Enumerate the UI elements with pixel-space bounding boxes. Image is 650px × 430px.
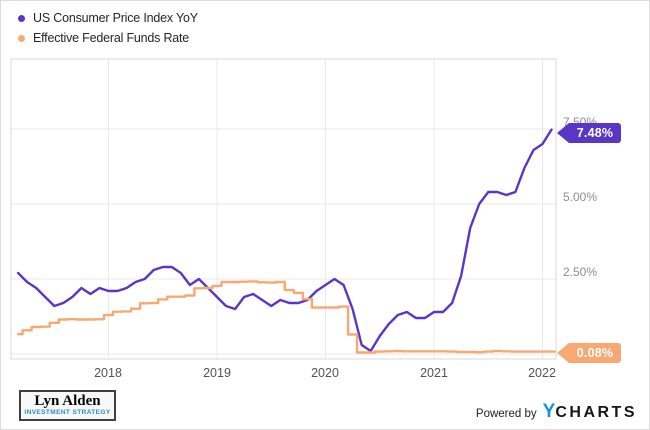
gridlines xyxy=(11,59,556,359)
ffr-value-badge: 0.08% xyxy=(557,343,621,363)
y-tick-250: 2.50% xyxy=(563,265,598,279)
legend-item-label: US Consumer Price Index YoY xyxy=(33,11,198,25)
legend: US Consumer Price Index YoY Effective Fe… xyxy=(18,8,198,48)
x-tick-2022: 2022 xyxy=(528,366,556,380)
ycharts-logo-text: CHARTS xyxy=(555,404,637,421)
ycharts-logo-y: Y xyxy=(542,401,556,422)
x-tick-2018: 2018 xyxy=(94,366,122,380)
lyn-alden-logo-title: Lyn Alden xyxy=(34,393,101,409)
ffr-series-dot-icon xyxy=(18,34,25,42)
ffr-line xyxy=(16,280,556,354)
x-tick-2019: 2019 xyxy=(203,366,231,380)
powered-by-ycharts[interactable]: Powered by Y CHARTS xyxy=(476,401,637,423)
lyn-alden-logo-subtitle: INVESTMENT STRATEGY xyxy=(24,409,111,416)
cpi-line xyxy=(16,128,553,353)
lyn-alden-logo: Lyn Alden INVESTMENT STRATEGY xyxy=(19,390,116,421)
x-tick-2020: 2020 xyxy=(311,366,339,380)
legend-item-label: Effective Federal Funds Rate xyxy=(33,31,190,45)
legend-item-ffr[interactable]: Effective Federal Funds Rate xyxy=(18,28,198,48)
cpi-series-dot-icon xyxy=(18,14,25,22)
x-tick-2021: 2021 xyxy=(420,366,448,380)
legend-item-cpi[interactable]: US Consumer Price Index YoY xyxy=(18,8,198,28)
powered-by-label: Powered by xyxy=(475,408,537,420)
plot-border xyxy=(10,58,557,360)
y-tick-500: 5.00% xyxy=(563,190,598,204)
cpi-value-badge: 7.48% xyxy=(557,123,621,143)
